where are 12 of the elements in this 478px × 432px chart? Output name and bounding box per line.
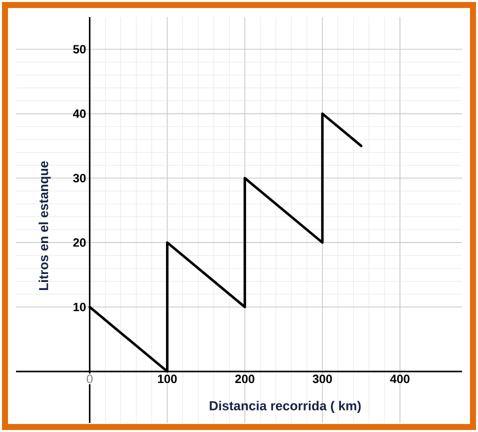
y-tick-label: 30 xyxy=(73,174,86,182)
y-tick-label: 20 xyxy=(73,238,86,247)
x-tick-label: 0 xyxy=(86,374,93,384)
x-axis-title: Distancia recorrida ( km) xyxy=(210,400,361,413)
y-tick-label: 50 xyxy=(73,44,86,54)
y-tick-label: 40 xyxy=(73,109,86,118)
y-axis-title: Litros en el estanque xyxy=(38,161,51,290)
x-tick-label: 300 xyxy=(312,374,332,384)
y-tick-label: 10 xyxy=(74,302,86,312)
x-tick-label: 100 xyxy=(158,374,177,384)
x-tick-label: 200 xyxy=(235,374,254,384)
x-tick-label: 400 xyxy=(390,374,410,384)
